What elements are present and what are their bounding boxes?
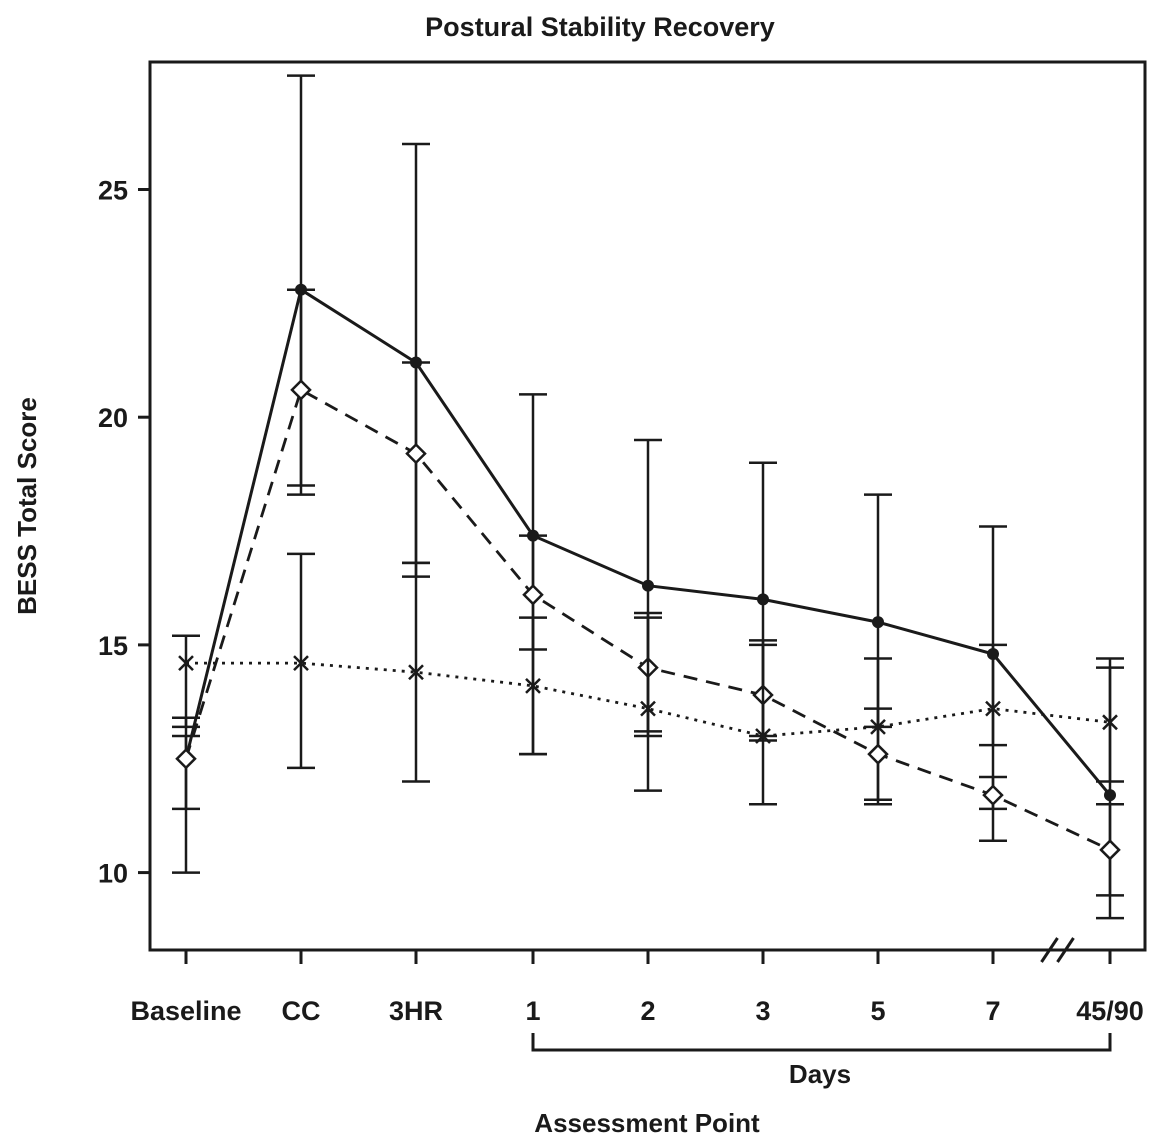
x-tick-label: 1 bbox=[525, 996, 540, 1026]
data-point bbox=[178, 655, 194, 671]
series-1 bbox=[172, 74, 1124, 920]
data-point bbox=[1102, 714, 1118, 731]
axis-break-mark bbox=[1040, 937, 1059, 963]
data-point bbox=[405, 442, 427, 465]
chart-marks: 10 15 20 25 Baseline CC 3HR 1 2 3 5 7 45/90 bbox=[98, 74, 1144, 1052]
x-axis-label: Assessment Point bbox=[534, 1108, 760, 1138]
data-point bbox=[870, 718, 886, 735]
data-point bbox=[755, 728, 771, 744]
data-point bbox=[175, 747, 197, 770]
series-line bbox=[186, 661, 1111, 738]
y-tick-label: 15 bbox=[98, 631, 128, 661]
x-tick-label: 3 bbox=[755, 996, 770, 1026]
y-tick-label: 20 bbox=[98, 403, 128, 433]
x-tick-label: 3HR bbox=[389, 996, 443, 1026]
data-point bbox=[985, 700, 1001, 717]
data-point bbox=[290, 379, 312, 401]
chart-title: Postural Stability Recovery bbox=[425, 12, 775, 42]
days-bracket bbox=[531, 1033, 1112, 1052]
data-point bbox=[408, 664, 424, 681]
axis-break-mark bbox=[1056, 937, 1075, 963]
y-axis-label: BESS Total Score bbox=[12, 397, 42, 615]
data-point bbox=[522, 584, 544, 606]
series-3 bbox=[172, 552, 1124, 783]
data-point bbox=[293, 655, 309, 671]
x-tick-label: Baseline bbox=[130, 996, 241, 1026]
data-point bbox=[872, 616, 884, 629]
data-point bbox=[982, 784, 1004, 806]
data-point bbox=[525, 677, 541, 694]
data-point bbox=[757, 593, 769, 606]
data-point bbox=[642, 579, 654, 592]
x-tick-label: CC bbox=[282, 996, 321, 1026]
x-tick-label: 45/90 bbox=[1076, 996, 1144, 1026]
x-tick-label: 7 bbox=[985, 996, 1000, 1026]
data-point bbox=[867, 743, 889, 765]
days-bracket-label: Days bbox=[789, 1059, 851, 1089]
x-tick-label: 5 bbox=[870, 996, 885, 1026]
data-point bbox=[640, 700, 656, 717]
y-tick-label: 25 bbox=[98, 176, 128, 206]
x-tick-label: 2 bbox=[640, 996, 655, 1026]
y-tick-label: 10 bbox=[98, 859, 128, 889]
data-point bbox=[1099, 839, 1121, 861]
data-point bbox=[1104, 789, 1116, 802]
